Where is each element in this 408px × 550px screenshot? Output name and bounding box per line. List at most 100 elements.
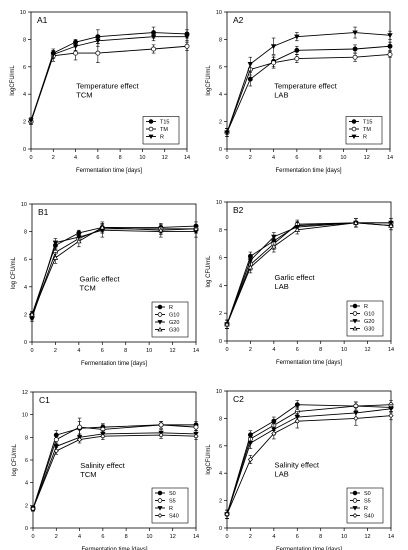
- series-g30: [224, 218, 394, 329]
- x-tick-label: 12: [170, 348, 176, 354]
- series-line: [226, 54, 391, 133]
- x-tick-label: 0: [31, 534, 34, 540]
- x-tick-label: 10: [139, 155, 145, 161]
- x-axis-label: Fermentation time [days]: [76, 168, 142, 174]
- data-point: [247, 441, 254, 446]
- legend-marker: [157, 513, 163, 518]
- series-g30: [29, 221, 199, 318]
- series-line: [226, 32, 391, 133]
- panel-annotation: TCM: [80, 283, 96, 292]
- x-tick-label: 14: [193, 348, 199, 354]
- legend-entry: TM: [160, 127, 168, 133]
- legend-box: [346, 487, 384, 524]
- x-tick-label: 6: [296, 534, 299, 540]
- x-tick-label: 10: [341, 534, 347, 540]
- data-point: [387, 43, 393, 49]
- y-tick-label: 0: [219, 339, 222, 345]
- legend-entry: T15: [363, 120, 372, 126]
- x-tick-label: 6: [101, 534, 104, 540]
- x-tick-label: 8: [319, 155, 322, 161]
- x-tick-label: 8: [319, 347, 322, 353]
- x-tick-label: 4: [272, 347, 275, 353]
- data-point: [72, 44, 79, 50]
- y-tick-label: 2: [219, 120, 222, 126]
- legend-entry: S40: [169, 514, 179, 520]
- x-tick-label: 12: [365, 347, 371, 353]
- data-point: [158, 432, 164, 438]
- y-tick-label: 6: [219, 256, 222, 262]
- data-point: [271, 234, 277, 240]
- y-tick-label: 0: [219, 147, 222, 153]
- plot-frame: [226, 201, 392, 342]
- x-axis-label: Fermentation time [days]: [81, 547, 147, 550]
- data-point: [184, 43, 190, 49]
- data-point: [99, 224, 105, 230]
- x-tick-label: 8: [319, 534, 322, 540]
- legend-entry: S0: [364, 491, 371, 497]
- x-axis-label: Fermentation time [days]: [275, 168, 341, 174]
- data-point: [224, 511, 230, 517]
- series-line: [226, 404, 392, 515]
- legend-marker: [157, 326, 163, 332]
- x-tick-label: 0: [225, 534, 228, 540]
- data-point: [53, 444, 59, 450]
- panel-label: C2: [233, 394, 244, 404]
- data-point: [387, 33, 393, 39]
- series-line: [30, 36, 187, 121]
- x-tick-label: 10: [146, 534, 152, 540]
- x-tick-label: 12: [365, 534, 371, 540]
- data-point: [388, 406, 394, 412]
- y-tick-label: 10: [216, 10, 222, 16]
- y-tick-label: 4: [219, 92, 222, 98]
- y-tick-label: 2: [25, 503, 28, 509]
- legend-marker: [352, 490, 358, 496]
- data-point: [50, 52, 56, 58]
- panel-label: B1: [38, 207, 49, 217]
- plot-frame: [226, 390, 392, 529]
- series-line: [31, 227, 197, 315]
- data-point: [270, 44, 277, 50]
- y-tick-label: 10: [21, 202, 27, 208]
- x-tick-label: 6: [96, 155, 99, 161]
- x-tick-label: 2: [249, 347, 252, 353]
- x-tick-label: 2: [55, 534, 58, 540]
- x-tick-label: 4: [78, 534, 81, 540]
- y-tick-label: 8: [219, 37, 222, 43]
- legend-marker: [157, 304, 163, 310]
- legend-marker: [352, 325, 358, 331]
- series-s40: [224, 411, 394, 519]
- y-tick-label: 4: [25, 481, 28, 487]
- data-point: [352, 46, 358, 52]
- x-tick-label: 10: [341, 347, 347, 353]
- x-tick-label: 14: [387, 155, 393, 161]
- x-tick-label: 2: [249, 155, 252, 161]
- data-point: [294, 418, 300, 424]
- panel-label: A1: [37, 15, 48, 25]
- panel-annotation: Temperature effect: [76, 82, 139, 91]
- y-tick-label: 8: [24, 230, 27, 236]
- plot-frame: [30, 11, 188, 150]
- x-tick-label: 2: [52, 155, 55, 161]
- data-point: [247, 76, 253, 82]
- legend-marker: [351, 134, 357, 140]
- panel-annotation: Garlic effect: [80, 274, 121, 283]
- chart-panel-b2: 0 2 4 6 8 10 12 14 0 2 4 6 8 10 Fermentation time [day…: [206, 200, 394, 366]
- panel-annotation: Temperature effect: [274, 82, 337, 91]
- y-axis-label: log CFU/mL: [206, 255, 212, 288]
- data-point: [52, 240, 59, 246]
- y-tick-label: 6: [25, 458, 28, 464]
- chart-panel-a2: 0 2 4 6 8 10 12 14 0 2 4 6 8 10 Fermentation time [day…: [206, 10, 393, 174]
- data-point: [53, 437, 59, 443]
- y-axis-label: logCFU/mL: [206, 65, 212, 96]
- data-point: [271, 243, 277, 249]
- x-tick-label: 0: [29, 155, 32, 161]
- y-axis-label: logCFU/mL: [10, 65, 16, 96]
- x-tick-label: 0: [225, 347, 228, 353]
- panel-annotation: Salinity effect: [80, 461, 125, 470]
- legend-entry: G20: [169, 320, 179, 326]
- y-tick-label: 2: [24, 312, 27, 318]
- y-tick-label: 0: [23, 147, 26, 153]
- legend-marker: [352, 319, 358, 324]
- y-tick-label: 4: [219, 471, 222, 477]
- panel-annotation: Salinity effect: [275, 461, 320, 470]
